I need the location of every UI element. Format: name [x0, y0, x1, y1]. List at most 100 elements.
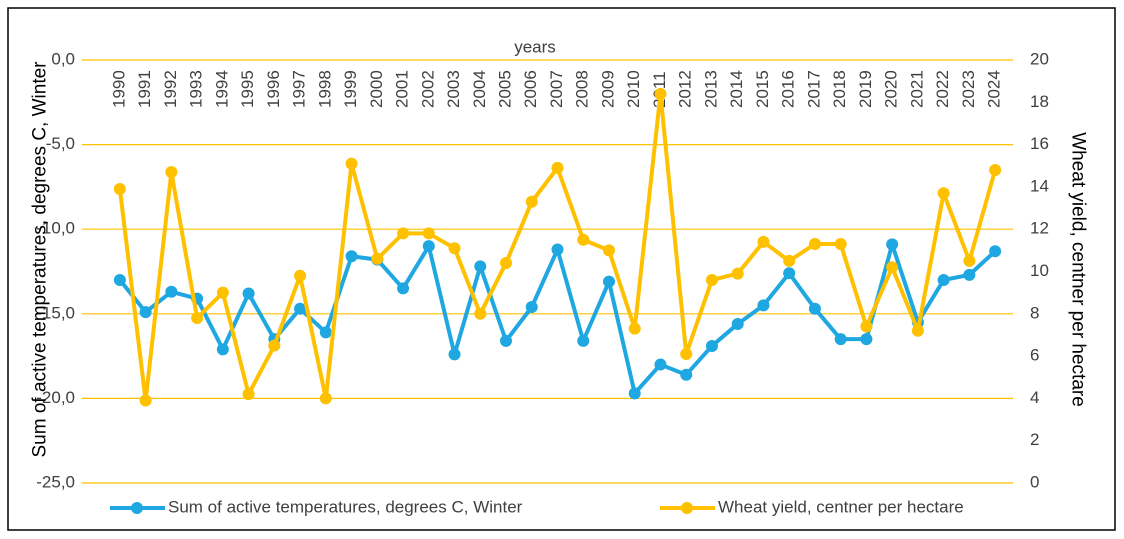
point — [422, 240, 435, 253]
point — [602, 275, 615, 288]
x-tick-label: 2014 — [727, 70, 746, 108]
point — [937, 273, 950, 286]
point — [731, 267, 744, 280]
y-tick-label: 0,0 — [51, 49, 75, 68]
point — [165, 166, 178, 179]
point — [345, 157, 358, 170]
point — [937, 187, 950, 200]
point — [628, 387, 641, 400]
x-tick-label: 1997 — [290, 70, 309, 108]
point — [705, 339, 718, 352]
x-tick-label: 2016 — [779, 70, 798, 108]
x-tick-label: 2018 — [830, 70, 849, 108]
point — [525, 195, 538, 208]
point — [654, 87, 667, 100]
x-tick-label: 2005 — [495, 70, 514, 108]
y-tick-label: -5,0 — [46, 134, 75, 153]
point — [139, 306, 152, 319]
x-tick-label: 2009 — [598, 70, 617, 108]
x-tick-label: 2004 — [470, 70, 489, 108]
x-axis-title: years — [514, 37, 556, 56]
point — [654, 358, 667, 371]
point — [834, 238, 847, 251]
x-tick-label: 1992 — [161, 70, 180, 108]
legend-label: Wheat yield, centner per hectare — [718, 497, 964, 516]
point — [886, 261, 899, 274]
x-tick-label: 2013 — [701, 70, 720, 108]
point — [731, 317, 744, 330]
legend-marker — [131, 502, 143, 514]
point — [680, 368, 693, 381]
x-tick-label: 2019 — [856, 70, 875, 108]
point — [397, 227, 410, 240]
point — [268, 339, 281, 352]
x-tick-label: 2010 — [624, 70, 643, 108]
point — [397, 282, 410, 295]
point — [294, 269, 307, 282]
point — [808, 238, 821, 251]
y2-tick-label: 8 — [1030, 303, 1039, 322]
y2-tick-label: 14 — [1030, 176, 1049, 195]
y2-tick-label: 2 — [1030, 430, 1039, 449]
point — [989, 245, 1002, 258]
point — [783, 254, 796, 267]
point — [860, 333, 873, 346]
point — [216, 343, 229, 356]
x-tick-label: 1996 — [264, 70, 283, 108]
point — [577, 334, 590, 347]
point — [911, 324, 924, 337]
point — [294, 302, 307, 315]
x-tick-label: 2001 — [393, 70, 412, 108]
x-tick-label: 1990 — [109, 70, 128, 108]
x-tick-label: 2007 — [547, 70, 566, 108]
point — [319, 392, 332, 405]
point — [886, 238, 899, 251]
x-tick-label: 1999 — [341, 70, 360, 108]
x-tick-label: 2008 — [573, 70, 592, 108]
legend-label: Sum of active temperatures, degrees C, W… — [168, 497, 523, 516]
y2-tick-label: 16 — [1030, 134, 1049, 153]
chart-border — [7, 7, 1116, 531]
point — [963, 254, 976, 267]
x-tick-label: 2020 — [882, 70, 901, 108]
y-tick-label: -20,0 — [36, 388, 75, 407]
x-tick-label: 2003 — [444, 70, 463, 108]
point — [551, 161, 564, 174]
point — [474, 307, 487, 320]
point — [139, 394, 152, 407]
point — [113, 273, 126, 286]
x-tick-label: 2015 — [753, 70, 772, 108]
point — [345, 250, 358, 263]
point — [242, 388, 255, 401]
point — [216, 286, 229, 299]
x-tick-label: 1995 — [238, 70, 257, 108]
x-tick-label: 2006 — [521, 70, 540, 108]
point — [113, 183, 126, 196]
x-tick-label: 2021 — [907, 70, 926, 108]
y2-tick-label: 4 — [1030, 388, 1039, 407]
x-tick-label: 2012 — [676, 70, 695, 108]
point — [628, 322, 641, 335]
point — [834, 333, 847, 346]
x-tick-label: 2002 — [418, 70, 437, 108]
x-tick-label: 1998 — [315, 70, 334, 108]
y2-axis-title: Wheat yield, centner per hectare — [1067, 132, 1089, 407]
point — [808, 302, 821, 315]
y2-tick-label: 6 — [1030, 346, 1039, 365]
y-axis-title: Sum of active temperatures, degrees C, W… — [29, 61, 51, 458]
point — [757, 235, 770, 248]
point — [242, 287, 255, 300]
y-tick-label: -25,0 — [36, 472, 75, 491]
x-tick-label: 2023 — [959, 70, 978, 108]
point — [500, 257, 513, 270]
x-tick-label: 2024 — [985, 70, 1004, 108]
y2-tick-label: 18 — [1030, 92, 1049, 111]
point — [448, 242, 461, 255]
x-tick-label: 1993 — [187, 70, 206, 108]
point — [860, 320, 873, 333]
x-tick-label: 2022 — [933, 70, 952, 108]
point — [191, 312, 204, 325]
point — [165, 285, 178, 298]
